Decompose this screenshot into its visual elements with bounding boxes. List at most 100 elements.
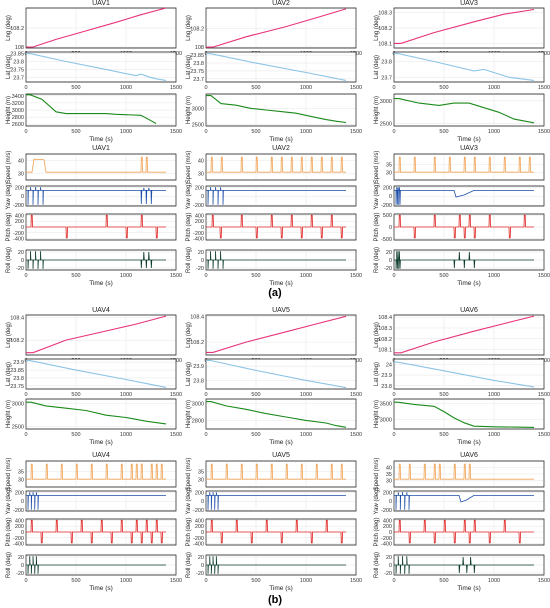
panel-uav6-position: UAV6 108.1 108.2 108.3 108.4 0 500 1000 1500 Lng … (374, 307, 550, 446)
panel-uav1-position: UAV1 108 108.2 0 500 1000 1500 Lng (deg) 23.7 23.… (6, 0, 182, 143)
uav2-lng-ytick: 108 (195, 45, 204, 51)
uav5-roll-xtick: 500 (251, 578, 260, 584)
uav1-lng-border (25, 7, 177, 49)
uav5-lat-xtick: 0 (204, 392, 207, 398)
uav2-speed-ytick: 40 (198, 159, 204, 165)
uav3-yaw-ytick: 0 (389, 194, 392, 200)
uav4-yaw-ytick: 0 (21, 499, 24, 505)
uav1-speed-ytick: 40 (18, 159, 24, 165)
uav3-speed-border (393, 153, 545, 181)
uav6-speed-ytick: 35 (386, 472, 392, 478)
uav2-yaw-ytick: -200 (193, 203, 204, 209)
uav4-lng-series-line (26, 315, 167, 354)
uav3-roll-ytick: 0 (389, 258, 392, 264)
uav1-yaw-ytick: 200 (15, 185, 24, 191)
uav3-lng-series-line (394, 8, 535, 44)
uav1-yaw-border (25, 185, 177, 207)
uav6-yaw-border (393, 490, 545, 512)
uav5-speed-series-line (206, 463, 346, 480)
uav3-height-xtick: 500 (439, 129, 448, 135)
uav6-height-ytick: 3000 (380, 418, 392, 424)
uav6-lng-ytick: 108.4 (378, 315, 392, 321)
uav6-yaw-ytick: 200 (383, 490, 392, 496)
uav2-roll-xtick: 0 (204, 273, 207, 279)
uav6-lng-ytick: 108.1 (378, 348, 392, 354)
uav4-roll-xtick: 0 (24, 578, 27, 584)
x-axis-label: Time (s) (457, 585, 481, 592)
uav5-height-xtick: 500 (251, 432, 260, 438)
uav6-speed-border (393, 460, 545, 488)
uav3-speed-ytick: 35 (386, 163, 392, 169)
panel-title: UAV2 (272, 0, 290, 7)
uav1-height-ylabel: Height (m) (6, 96, 12, 124)
uav2-roll-series-line (206, 251, 346, 269)
uav4-speed-border (25, 460, 177, 488)
uav6-roll-xtick: 1000 (488, 578, 500, 584)
uav6-lat-border (393, 358, 545, 390)
uav1-lat-xtick: 0 (24, 85, 27, 91)
uav6-pitch-ytick: 0 (389, 530, 392, 536)
uav6-height-xtick: 1500 (538, 432, 550, 438)
uav6-lat-ytick: 23.8 (381, 384, 392, 390)
uav3-speed-ytick: 30 (386, 170, 392, 176)
uav3-roll-ylabel: Roll (deg) (374, 247, 380, 273)
uav1-yaw-ylabel: Yaw (deg) (6, 183, 12, 210)
uav5-yaw-ylabel: Yaw (deg) (186, 488, 192, 515)
uav4-lat-ylabel: Lat (deg) (6, 362, 12, 386)
x-axis-label: Time (s) (89, 136, 113, 143)
uav5-speed-ylabel: Speed (m/s) (186, 458, 192, 491)
uav5-yaw-border (205, 490, 357, 512)
uav3-lat-ytick: 23.7 (381, 75, 392, 81)
uav2-yaw-ytick: 200 (195, 185, 204, 191)
uav4-speed-ylabel: Speed (m/s) (6, 458, 12, 491)
uav1-roll-ytick: 0 (21, 258, 24, 264)
uav5-lat-border (205, 358, 357, 390)
uav1-roll-series-line (26, 251, 166, 269)
uav4-lat-border (25, 358, 177, 390)
uav5-lat-xtick: 500 (251, 392, 260, 398)
uav1-pitch-ylabel: Pitch (deg) (6, 212, 12, 241)
uav6-lng-ylabel: Lng (deg) (374, 322, 380, 348)
uav5-yaw-ytick: -200 (193, 508, 204, 514)
uav6-roll-xtick: 500 (439, 578, 448, 584)
uav1-lat-ytick: 23.7 (13, 75, 24, 81)
uav1-height-xtick: 1000 (120, 129, 132, 135)
uav5-lng-ytick: 108.2 (190, 340, 204, 346)
uav4-height-xtick: 500 (71, 432, 80, 438)
uav2-roll-ylabel: Roll (deg) (186, 247, 192, 273)
uav2-roll-xtick: 1000 (300, 273, 312, 279)
uav5-speed-ytick: 30 (198, 477, 204, 483)
uav2-lng-border (205, 7, 357, 49)
uav2-height-series-line (206, 95, 347, 124)
uav3-pitch-series-line (394, 214, 534, 239)
uav3-lat-frame (393, 51, 545, 83)
uav2-roll-ytick: 20 (198, 250, 204, 256)
uav1-height-xtick: 500 (71, 129, 80, 135)
uav2-height-border (205, 93, 357, 127)
uav4-roll-series-line (26, 556, 166, 574)
uav6-pitch-ytick: 200 (383, 524, 392, 530)
panel-title: UAV3 (460, 145, 478, 152)
uav4-speed-frame (25, 460, 177, 488)
uav3-lng-ytick: 108.1 (378, 41, 392, 47)
x-axis-label: Time (s) (269, 136, 293, 143)
uav5-pitch-ytick: 400 (195, 518, 204, 524)
uav1-pitch-ytick: -200 (13, 231, 24, 237)
uav2-lng-ytick: 108.2 (190, 26, 204, 32)
uav4-yaw-border (25, 490, 177, 512)
uav1-lng-ytick: 108.2 (10, 26, 24, 32)
uav6-lat-xtick: 1000 (488, 392, 500, 398)
panel-title: UAV2 (272, 145, 290, 152)
uav4-lat-ytick: 23.8 (13, 376, 24, 382)
uav4-lat-ytick: 23.75 (10, 384, 24, 390)
uav3-yaw-ytick: 200 (383, 185, 392, 191)
uav4-roll-xtick: 500 (71, 578, 80, 584)
uav3-lat-xtick: 0 (392, 85, 395, 91)
uav2-height-xtick: 0 (204, 129, 207, 135)
uav6-height-border (393, 398, 545, 430)
uav5-pitch-ytick: -200 (193, 536, 204, 542)
uav3-roll-ytick: -20 (384, 266, 392, 272)
